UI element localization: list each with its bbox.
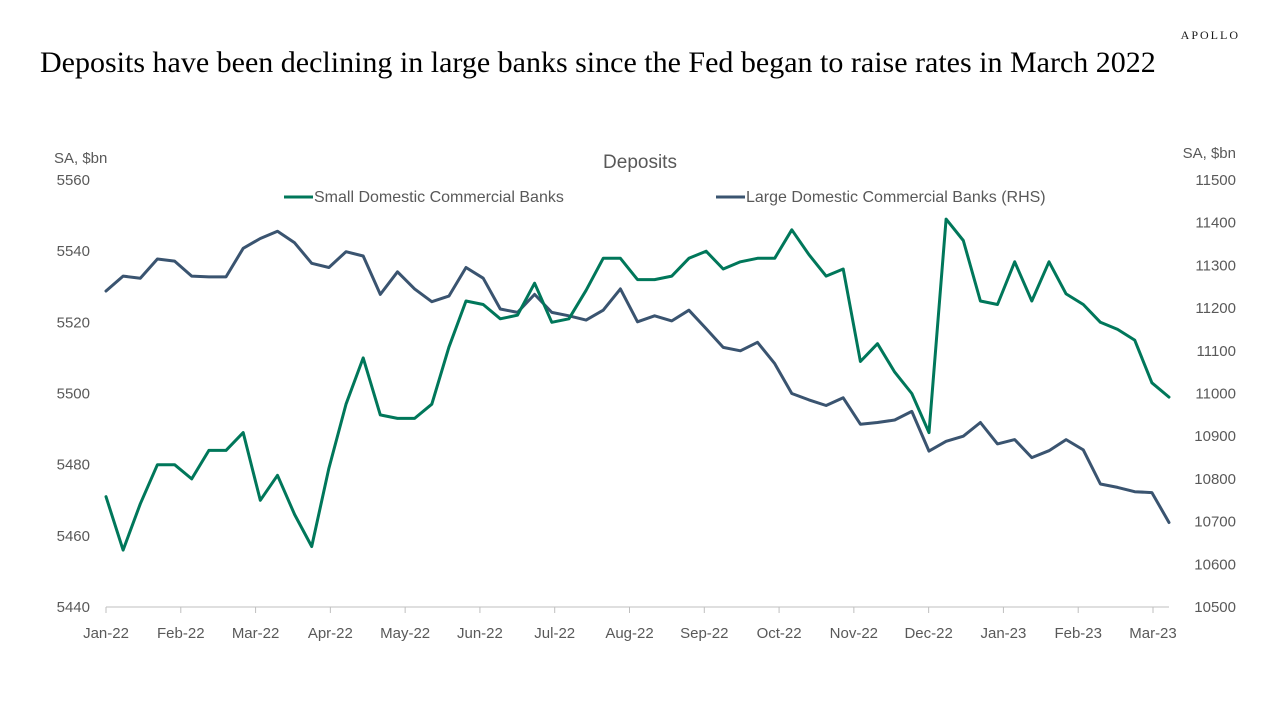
right-tick-label: 11100 xyxy=(1197,343,1237,360)
x-tick-label: Aug-22 xyxy=(605,625,653,642)
apollo-logo: APOLLO xyxy=(1180,28,1240,42)
x-tick-label: May-22 xyxy=(380,625,430,642)
right-tick-label: 11500 xyxy=(1195,172,1236,189)
right-tick-label: 11400 xyxy=(1195,215,1236,232)
page-title: Deposits have been declining in large ba… xyxy=(40,46,1156,79)
small-banks-series-line xyxy=(104,217,1171,552)
x-tick-label: Mar-22 xyxy=(232,625,280,642)
left-axis-label: SA, $bn xyxy=(54,150,107,167)
left-tick-label: 5560 xyxy=(57,172,90,189)
left-tick-label: 5500 xyxy=(57,386,90,403)
x-tick-label: Jan-23 xyxy=(980,625,1026,642)
right-tick-label: 10800 xyxy=(1194,471,1236,488)
x-tick-label: Nov-22 xyxy=(830,625,878,642)
chart-title: Deposits xyxy=(603,152,677,173)
legend-label: Large Domestic Commercial Banks (RHS) xyxy=(746,189,1046,206)
x-tick-label: Jul-22 xyxy=(534,625,575,642)
right-tick-label: 10500 xyxy=(1194,599,1236,616)
large-banks-series-line xyxy=(104,229,1171,524)
x-tick-label: Mar-23 xyxy=(1129,625,1177,642)
right-tick-label: 10700 xyxy=(1194,514,1236,531)
left-tick-label: 5440 xyxy=(57,599,90,616)
x-tick-label: Apr-22 xyxy=(308,625,353,642)
x-tick-label: Sep-22 xyxy=(680,625,728,642)
x-tick-label: Feb-23 xyxy=(1054,625,1102,642)
right-tick-label: 10600 xyxy=(1194,556,1236,573)
right-axis-label: SA, $bn xyxy=(1183,145,1236,162)
x-tick-label: Jan-22 xyxy=(83,625,129,642)
right-tick-label: 10900 xyxy=(1194,428,1236,445)
left-tick-label: 5520 xyxy=(57,314,90,331)
x-tick-label: Oct-22 xyxy=(757,625,802,642)
right-tick-label: 11200 xyxy=(1195,300,1236,317)
right-tick-label: 11300 xyxy=(1195,257,1236,274)
x-tick-label: Jun-22 xyxy=(457,625,503,642)
right-tick-label: 11000 xyxy=(1195,386,1236,403)
left-tick-label: 5460 xyxy=(57,528,90,545)
left-tick-label: 5540 xyxy=(57,243,90,260)
x-tick-label: Dec-22 xyxy=(904,625,952,642)
legend-label: Small Domestic Commercial Banks xyxy=(314,189,564,206)
x-tick-label: Feb-22 xyxy=(157,625,205,642)
left-tick-label: 5480 xyxy=(57,457,90,474)
